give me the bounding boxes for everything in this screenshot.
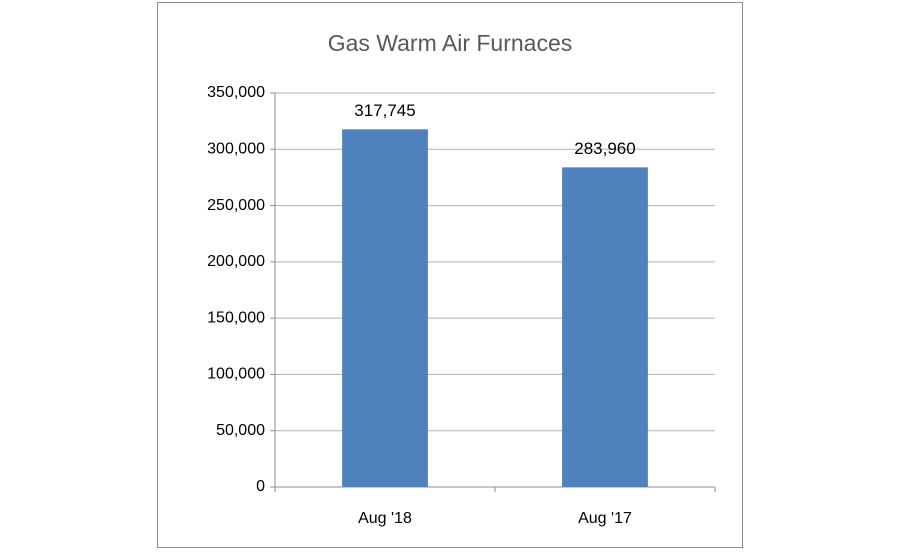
- data-label: 317,745: [354, 101, 415, 120]
- y-tick-label: 0: [256, 478, 265, 495]
- y-tick-label: 150,000: [207, 309, 265, 326]
- y-tick-label: 200,000: [207, 253, 265, 270]
- x-tick-label: Aug '18: [358, 510, 412, 527]
- y-tick-label: 350,000: [207, 84, 265, 101]
- bar: [562, 167, 648, 488]
- bar: [342, 129, 428, 487]
- data-label: 283,960: [574, 139, 635, 158]
- y-tick-label: 250,000: [207, 197, 265, 214]
- chart-title: Gas Warm Air Furnaces: [328, 30, 573, 56]
- x-tick-label: Aug '17: [578, 510, 632, 527]
- y-tick-label: 50,000: [216, 422, 265, 439]
- y-tick-label: 100,000: [207, 366, 265, 383]
- y-tick-label: 300,000: [207, 141, 265, 158]
